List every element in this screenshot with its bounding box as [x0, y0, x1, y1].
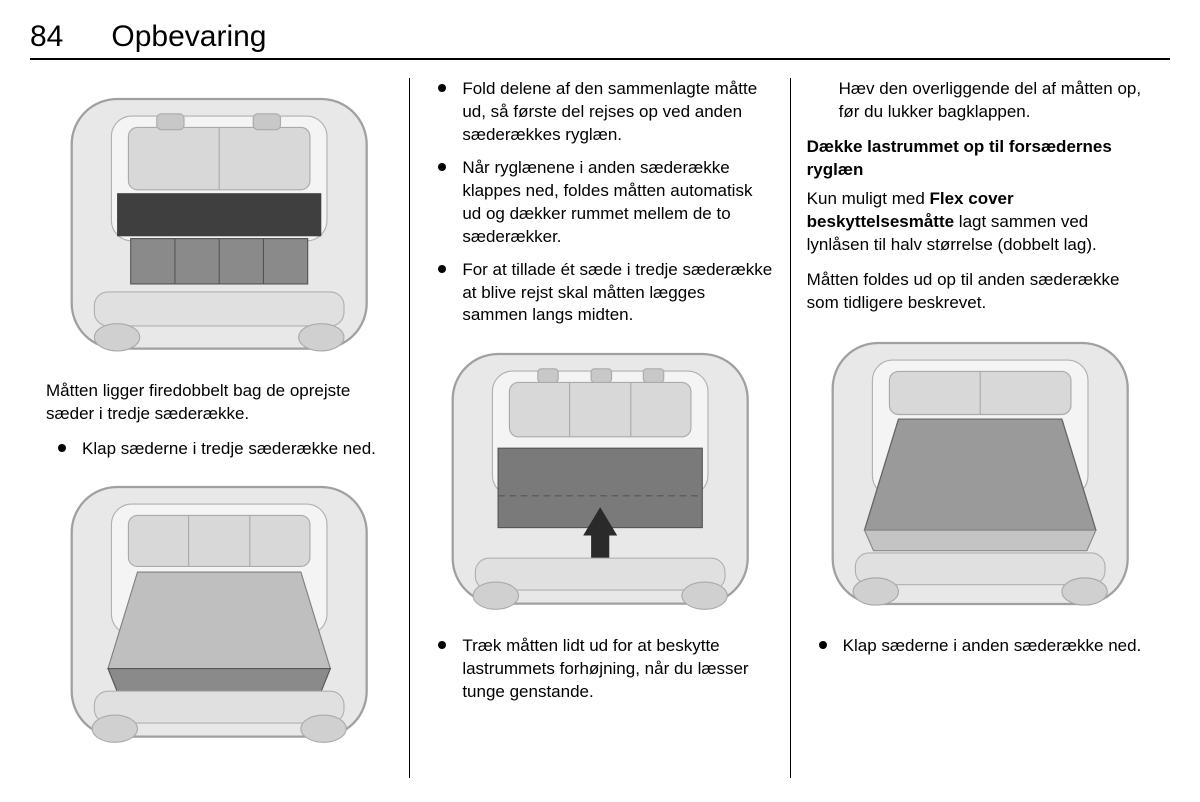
- figure-trunk-folded: [49, 82, 389, 366]
- col1-bullet-1: Klap sæderne i tredje sæderække ned.: [50, 438, 393, 461]
- col2-bullets-top: Fold delene af den sammenlagte måtte ud,…: [426, 78, 773, 327]
- col2-bullets-bottom: Træk måtten lidt ud for at beskytte last…: [426, 635, 773, 704]
- col3-top-text: Hæv den overliggende del af måtten op, f…: [807, 78, 1154, 124]
- column-1: Måtten ligger firedobbelt bag de oprejst…: [30, 78, 409, 778]
- col2-bullet-2: Når ryglænene i anden sæderække klappes …: [430, 157, 773, 249]
- content-columns: Måtten ligger firedobbelt bag de oprejst…: [30, 78, 1170, 778]
- figure-trunk-unfolded: [49, 470, 389, 754]
- column-3: Hæv den overliggende del af måtten op, f…: [790, 78, 1170, 778]
- col2-bullet-1: Fold delene af den sammenlagte måtte ud,…: [430, 78, 773, 147]
- col3-heading: Dække lastrummet op til forsædernes rygl…: [807, 136, 1154, 182]
- col3-bullets: Klap sæderne i anden sæderække ned.: [807, 635, 1154, 658]
- col2-bullet-3: For at tillade ét sæde i tredje sæderækk…: [430, 259, 773, 328]
- col3-bullet-1: Klap sæderne i anden sæderække ned.: [811, 635, 1154, 658]
- page-header: 84 Opbevaring: [30, 20, 1170, 60]
- figure-trunk-arrow: [430, 337, 770, 621]
- col3-para-1: Kun muligt med Flex cover beskyttelsesmå…: [807, 188, 1154, 257]
- col3-para1-pre: Kun muligt med: [807, 189, 930, 208]
- col1-bullets: Klap sæderne i tredje sæderække ned.: [46, 438, 393, 461]
- section-title: Opbevaring: [111, 20, 266, 54]
- figure-trunk-flat: [810, 326, 1150, 621]
- page-number: 84: [30, 20, 63, 54]
- col2-bullet-4: Træk måtten lidt ud for at beskytte last…: [430, 635, 773, 704]
- col1-paragraph-1: Måtten ligger firedobbelt bag de oprejst…: [46, 380, 393, 426]
- column-2: Fold delene af den sammenlagte måtte ud,…: [409, 78, 789, 778]
- col3-para-2: Måtten foldes ud op til anden sæderække …: [807, 269, 1154, 315]
